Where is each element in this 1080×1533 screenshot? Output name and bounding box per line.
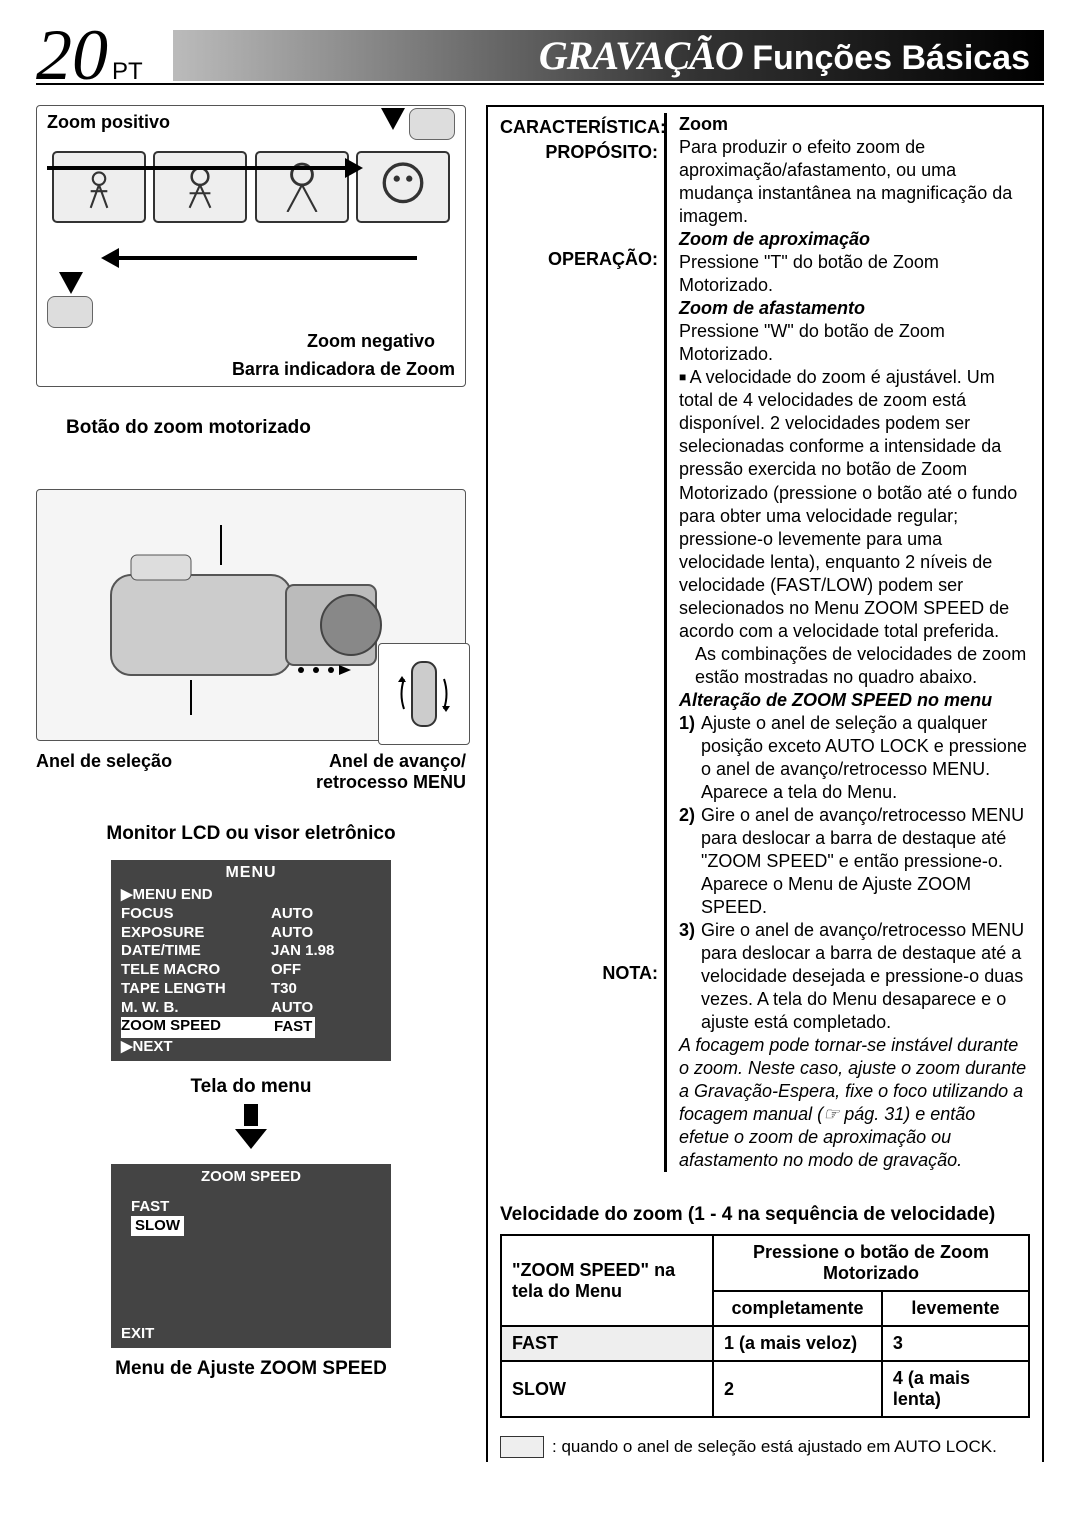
menu-ring-label: Anel de avanço/ retrocesso MENU	[286, 751, 466, 793]
speed-slow-full: 2	[713, 1361, 882, 1417]
arrow-right-icon	[345, 158, 363, 178]
camera-bottom-labels: Anel de seleção Anel de avanço/ retroces…	[36, 751, 466, 793]
menu-rows: ▶MENU ENDFOCUSAUTOEXPOSUREAUTODATE/TIMEJ…	[111, 886, 391, 1057]
zoom-bar-label: Barra indicadora de Zoom	[232, 359, 455, 380]
menu-dial-inset	[378, 643, 470, 745]
speed-col1-header: "ZOOM SPEED" na tela do Menu	[501, 1235, 713, 1326]
speed-sub-full: completamente	[713, 1291, 882, 1326]
zoom-speed-exit: EXIT	[121, 1325, 154, 1342]
legend-text: : quando o anel de seleção está ajustado…	[552, 1437, 997, 1457]
zoom-out-text: Pressione "W" do botão de Zoom Motorizad…	[679, 320, 1030, 366]
arrow-down-icon	[381, 108, 405, 130]
select-ring-label: Anel de seleção	[36, 751, 172, 793]
menu-row: EXPOSUREAUTO	[111, 924, 391, 943]
label-caracteristica: CARACTERÍSTICA:	[500, 117, 658, 138]
label-nota: NOTA:	[500, 963, 658, 984]
arrow-left-icon	[101, 248, 119, 268]
zoom-speed-note: A velocidade do zoom é ajustável. Um tot…	[679, 366, 1030, 642]
step-2: Gire o anel de avanço/retrocesso MENU pa…	[701, 804, 1030, 919]
legend-swatch	[500, 1436, 544, 1458]
zoom-speed-fast: FAST	[131, 1197, 391, 1217]
menu-title: MENU	[111, 864, 391, 882]
menu-row: TELE MACROOFF	[111, 961, 391, 980]
feature-name: Zoom	[679, 113, 1030, 136]
zoom-speed-caption: Menu de Ajuste ZOOM SPEED	[36, 1358, 466, 1380]
left-column: Zoom positivo Zoom negativo Barra ind	[36, 105, 466, 1462]
thumbnail-row	[47, 151, 455, 223]
label-proposito: PROPÓSITO:	[500, 142, 658, 163]
zoom-combo-note: As combinações de velocidades de zoom es…	[679, 643, 1030, 689]
zoom-thumbnail	[255, 151, 349, 223]
menu-row: DATE/TIMEJAN 1.98	[111, 942, 391, 961]
purpose-text: Para produzir o efeito zoom de aproximaç…	[679, 136, 1030, 228]
menu-row: ZOOM SPEEDFAST	[111, 1017, 391, 1038]
zoom-speed-menu: ZOOM SPEED FAST SLOW EXIT	[111, 1164, 391, 1348]
note-text: A focagem pode tornar-se instável durant…	[679, 1034, 1030, 1172]
page-number: 20PT	[36, 30, 143, 81]
header-title-main: GRAVAÇÃO	[539, 33, 743, 78]
menu-row: ▶MENU END	[111, 886, 391, 905]
speed-slow-light: 4 (a mais lenta)	[882, 1361, 1029, 1417]
speed-fast-light: 3	[882, 1326, 1029, 1361]
menu-row: TAPE LENGTHT30	[111, 980, 391, 999]
zoom-thumbnail	[52, 151, 146, 223]
page-number-suffix: PT	[112, 58, 143, 85]
page-number-value: 20	[36, 15, 108, 95]
page-header: 20PT GRAVAÇÃO Funções Básicas	[36, 30, 1044, 85]
zoom-button-illustration	[47, 296, 93, 328]
arrow-down-icon	[59, 272, 83, 294]
step-1: Ajuste o anel de seleção a qualquer posi…	[701, 712, 1030, 804]
camera-illustration	[36, 489, 466, 741]
menu-row: ▶NEXT	[111, 1038, 391, 1057]
speed-col2-header: Pressione o botão de Zoom Motorizado	[713, 1235, 1029, 1291]
header-title: GRAVAÇÃO Funções Básicas	[173, 30, 1044, 81]
zoom-out-arrow-line	[117, 256, 417, 260]
zoom-out-label: Zoom negativo	[307, 331, 435, 352]
spec-table: CARACTERÍSTICA: PROPÓSITO: OPERAÇÃO: NOT…	[488, 107, 1042, 1190]
camcorder-icon	[91, 515, 411, 715]
spec-content: Zoom Para produzir o efeito zoom de apro…	[667, 113, 1030, 1172]
speed-row-fast: FAST	[501, 1326, 713, 1361]
camera-section: Botão do zoom motorizado	[36, 417, 466, 793]
right-column: CARACTERÍSTICA: PROPÓSITO: OPERAÇÃO: NOT…	[486, 105, 1044, 1462]
speed-fast-full: 1 (a mais veloz)	[713, 1326, 882, 1361]
zoom-speed-slow: SLOW	[131, 1216, 184, 1236]
zoom-out-heading: Zoom de afastamento	[679, 297, 1030, 320]
zoom-speed-title: ZOOM SPEED	[111, 1168, 391, 1185]
zoom-in-arrow-line	[47, 166, 347, 170]
speed-sub-light: levemente	[882, 1291, 1029, 1326]
zoom-in-heading: Zoom de aproximação	[679, 228, 1030, 251]
speed-row-slow: SLOW	[501, 1361, 713, 1417]
menu-caption: Tela do menu	[36, 1076, 466, 1098]
lcd-title-label: Monitor LCD ou visor eletrônico	[36, 823, 466, 845]
speed-table-heading: Velocidade do zoom (1 - 4 na sequência d…	[500, 1204, 1030, 1226]
page: 20PT GRAVAÇÃO Funções Básicas Zoom posit…	[0, 0, 1080, 1502]
speed-table: "ZOOM SPEED" na tela do Menu Pressione o…	[500, 1234, 1030, 1418]
arrow-down-between-menus	[36, 1104, 466, 1154]
zoom-in-label: Zoom positivo	[47, 112, 170, 133]
menu-row: M. W. B.AUTO	[111, 999, 391, 1018]
zoom-button-illustration	[409, 108, 455, 140]
legend: : quando o anel de seleção está ajustado…	[500, 1436, 1030, 1458]
header-title-sub: Funções Básicas	[752, 39, 1030, 77]
zoom-thumbnail	[153, 151, 247, 223]
change-speed-heading: Alteração de ZOOM SPEED no menu	[679, 689, 1030, 712]
zoom-in-text: Pressione "T" do botão de Zoom Motorizad…	[679, 251, 1030, 297]
menu-screen: MENU ▶MENU ENDFOCUSAUTOEXPOSUREAUTODATE/…	[111, 860, 391, 1061]
zoom-thumbnail	[356, 151, 450, 223]
label-operacao: OPERAÇÃO:	[500, 249, 658, 270]
power-zoom-button-label: Botão do zoom motorizado	[66, 417, 466, 439]
step-3: Gire o anel de avanço/retrocesso MENU pa…	[701, 919, 1030, 1034]
spec-labels: CARACTERÍSTICA: PROPÓSITO: OPERAÇÃO: NOT…	[500, 113, 667, 1172]
menu-row: FOCUSAUTO	[111, 905, 391, 924]
zoom-diagram: Zoom positivo Zoom negativo Barra ind	[36, 105, 466, 387]
